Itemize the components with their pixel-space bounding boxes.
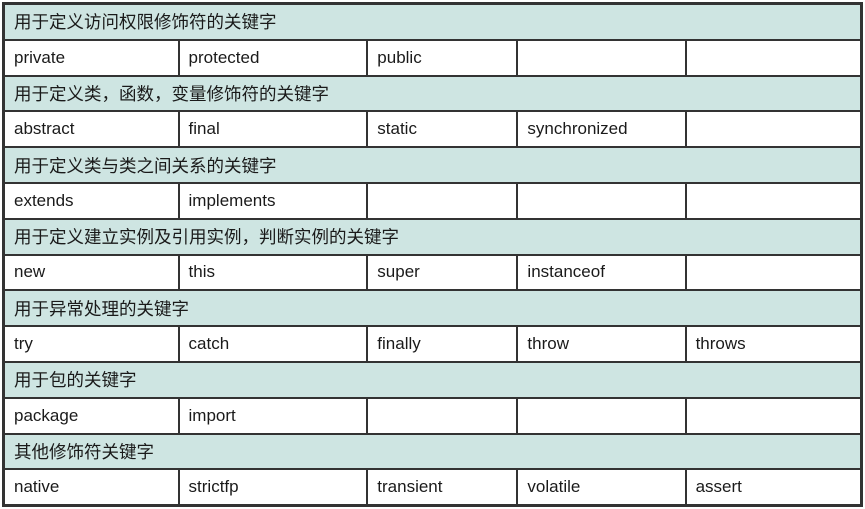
- keyword-cell: package: [2, 396, 180, 435]
- keyword-row: private protected public: [2, 38, 863, 77]
- keyword-cell: private: [2, 38, 180, 77]
- empty-cell: [684, 110, 863, 149]
- section-header-cell: 用于定义访问权限修饰符的关键字: [2, 2, 863, 41]
- keyword-cell: extends: [2, 181, 180, 220]
- keyword-cell: native: [2, 468, 180, 507]
- section-header-cell: 其他修饰符关键字: [2, 432, 863, 471]
- keyword-cell: this: [177, 253, 369, 292]
- keyword-cell: public: [366, 38, 519, 77]
- keyword-cell: catch: [177, 325, 369, 363]
- keyword-cell: final: [177, 110, 369, 149]
- keyword-cell: abstract: [2, 110, 180, 149]
- keyword-cell: protected: [177, 38, 369, 77]
- keyword-cell: strictfp: [177, 468, 369, 507]
- empty-cell: [684, 396, 863, 435]
- empty-cell: [516, 38, 687, 77]
- keyword-cell: throw: [516, 325, 687, 363]
- empty-cell: [684, 253, 863, 292]
- keyword-row: native strictfp transient volatile assert: [2, 468, 863, 507]
- section-header-row: 用于包的关键字: [2, 360, 863, 399]
- keyword-row: new this super instanceof: [2, 253, 863, 292]
- section-header-row: 用于定义类与类之间关系的关键字: [2, 146, 863, 184]
- section-header-cell: 用于定义类，函数，变量修饰符的关键字: [2, 74, 863, 113]
- keyword-cell: assert: [684, 468, 863, 507]
- keyword-row: package import: [2, 396, 863, 435]
- empty-cell: [366, 396, 519, 435]
- section-header-cell: 用于异常处理的关键字: [2, 289, 863, 328]
- section-header-row: 用于定义访问权限修饰符的关键字: [2, 2, 863, 41]
- empty-cell: [684, 181, 863, 220]
- section-header-row: 其他修饰符关键字: [2, 432, 863, 471]
- section-header-cell: 用于包的关键字: [2, 360, 863, 399]
- section-header-row: 用于异常处理的关键字: [2, 289, 863, 328]
- keyword-cell: import: [177, 396, 369, 435]
- keyword-cell: new: [2, 253, 180, 292]
- empty-cell: [516, 181, 687, 220]
- section-header-cell: 用于定义建立实例及引用实例，判断实例的关键字: [2, 217, 863, 256]
- keyword-cell: transient: [366, 468, 519, 507]
- keyword-cell: try: [2, 325, 180, 363]
- keyword-cell: implements: [177, 181, 369, 220]
- empty-cell: [684, 38, 863, 77]
- keyword-cell: throws: [684, 325, 863, 363]
- empty-cell: [366, 181, 519, 220]
- keyword-cell: super: [366, 253, 519, 292]
- keyword-cell: synchronized: [516, 110, 687, 149]
- section-header-row: 用于定义类，函数，变量修饰符的关键字: [2, 74, 863, 113]
- keyword-cell: volatile: [516, 468, 687, 507]
- section-header-row: 用于定义建立实例及引用实例，判断实例的关键字: [2, 217, 863, 256]
- empty-cell: [516, 396, 687, 435]
- keyword-cell: finally: [366, 325, 519, 363]
- keyword-cell: static: [366, 110, 519, 149]
- keyword-row: extends implements: [2, 181, 863, 220]
- keyword-row: abstract final static synchronized: [2, 110, 863, 149]
- keyword-row: try catch finally throw throws: [2, 325, 863, 363]
- section-header-cell: 用于定义类与类之间关系的关键字: [2, 146, 863, 184]
- keyword-cell: instanceof: [516, 253, 687, 292]
